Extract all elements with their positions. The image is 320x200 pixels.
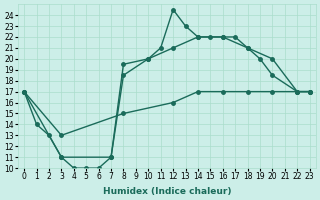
X-axis label: Humidex (Indice chaleur): Humidex (Indice chaleur): [103, 187, 231, 196]
